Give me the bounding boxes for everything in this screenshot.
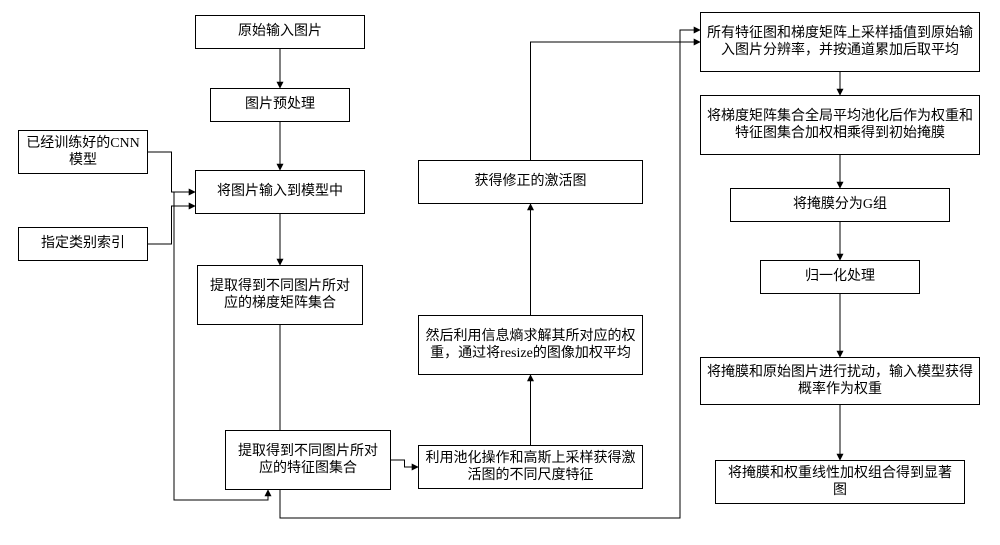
flowchart-node: 归一化处理 — [760, 260, 920, 294]
flowchart-node: 将梯度矩阵集合全局平均池化后作为权重和特征图集合加权相乘得到初始掩膜 — [700, 95, 980, 155]
flowchart-node: 然后利用信息熵求解其所对应的权重，通过将resize的图像加权平均 — [418, 315, 643, 375]
flowchart-edge — [531, 42, 701, 160]
flowchart-node: 将掩膜和原始图片进行扰动，输入模型获得概率作为权重 — [700, 357, 980, 405]
flowchart-node: 获得修正的激活图 — [418, 160, 643, 204]
flowchart-node: 将掩膜和权重线性加权组合得到显著图 — [715, 460, 965, 504]
flowchart-node: 原始输入图片 — [195, 15, 365, 49]
flowchart-node: 提取得到不同图片所对应的梯度矩阵集合 — [197, 265, 363, 325]
flowchart-node: 图片预处理 — [210, 88, 350, 122]
flowchart-node: 指定类别索引 — [18, 227, 148, 261]
flowchart-node: 所有特征图和梯度矩阵上采样插值到原始输入图片分辨率，并按通道累加后取平均 — [700, 12, 980, 72]
flowchart-canvas: 原始输入图片图片预处理已经训练好的CNN模型将图片输入到模型中指定类别索引提取得… — [0, 0, 1000, 545]
flowchart-edge — [391, 460, 418, 467]
flowchart-node: 利用池化操作和高斯上采样获得激活图的不同尺度特征 — [418, 445, 643, 489]
flowchart-node: 提取得到不同图片所对应的特征图集合 — [225, 430, 391, 490]
flowchart-edge — [148, 206, 195, 244]
flowchart-node: 将掩膜分为G组 — [730, 188, 950, 222]
flowchart-edge — [148, 152, 195, 192]
flowchart-node: 已经训练好的CNN模型 — [18, 130, 148, 174]
flowchart-node: 将图片输入到模型中 — [195, 170, 365, 214]
